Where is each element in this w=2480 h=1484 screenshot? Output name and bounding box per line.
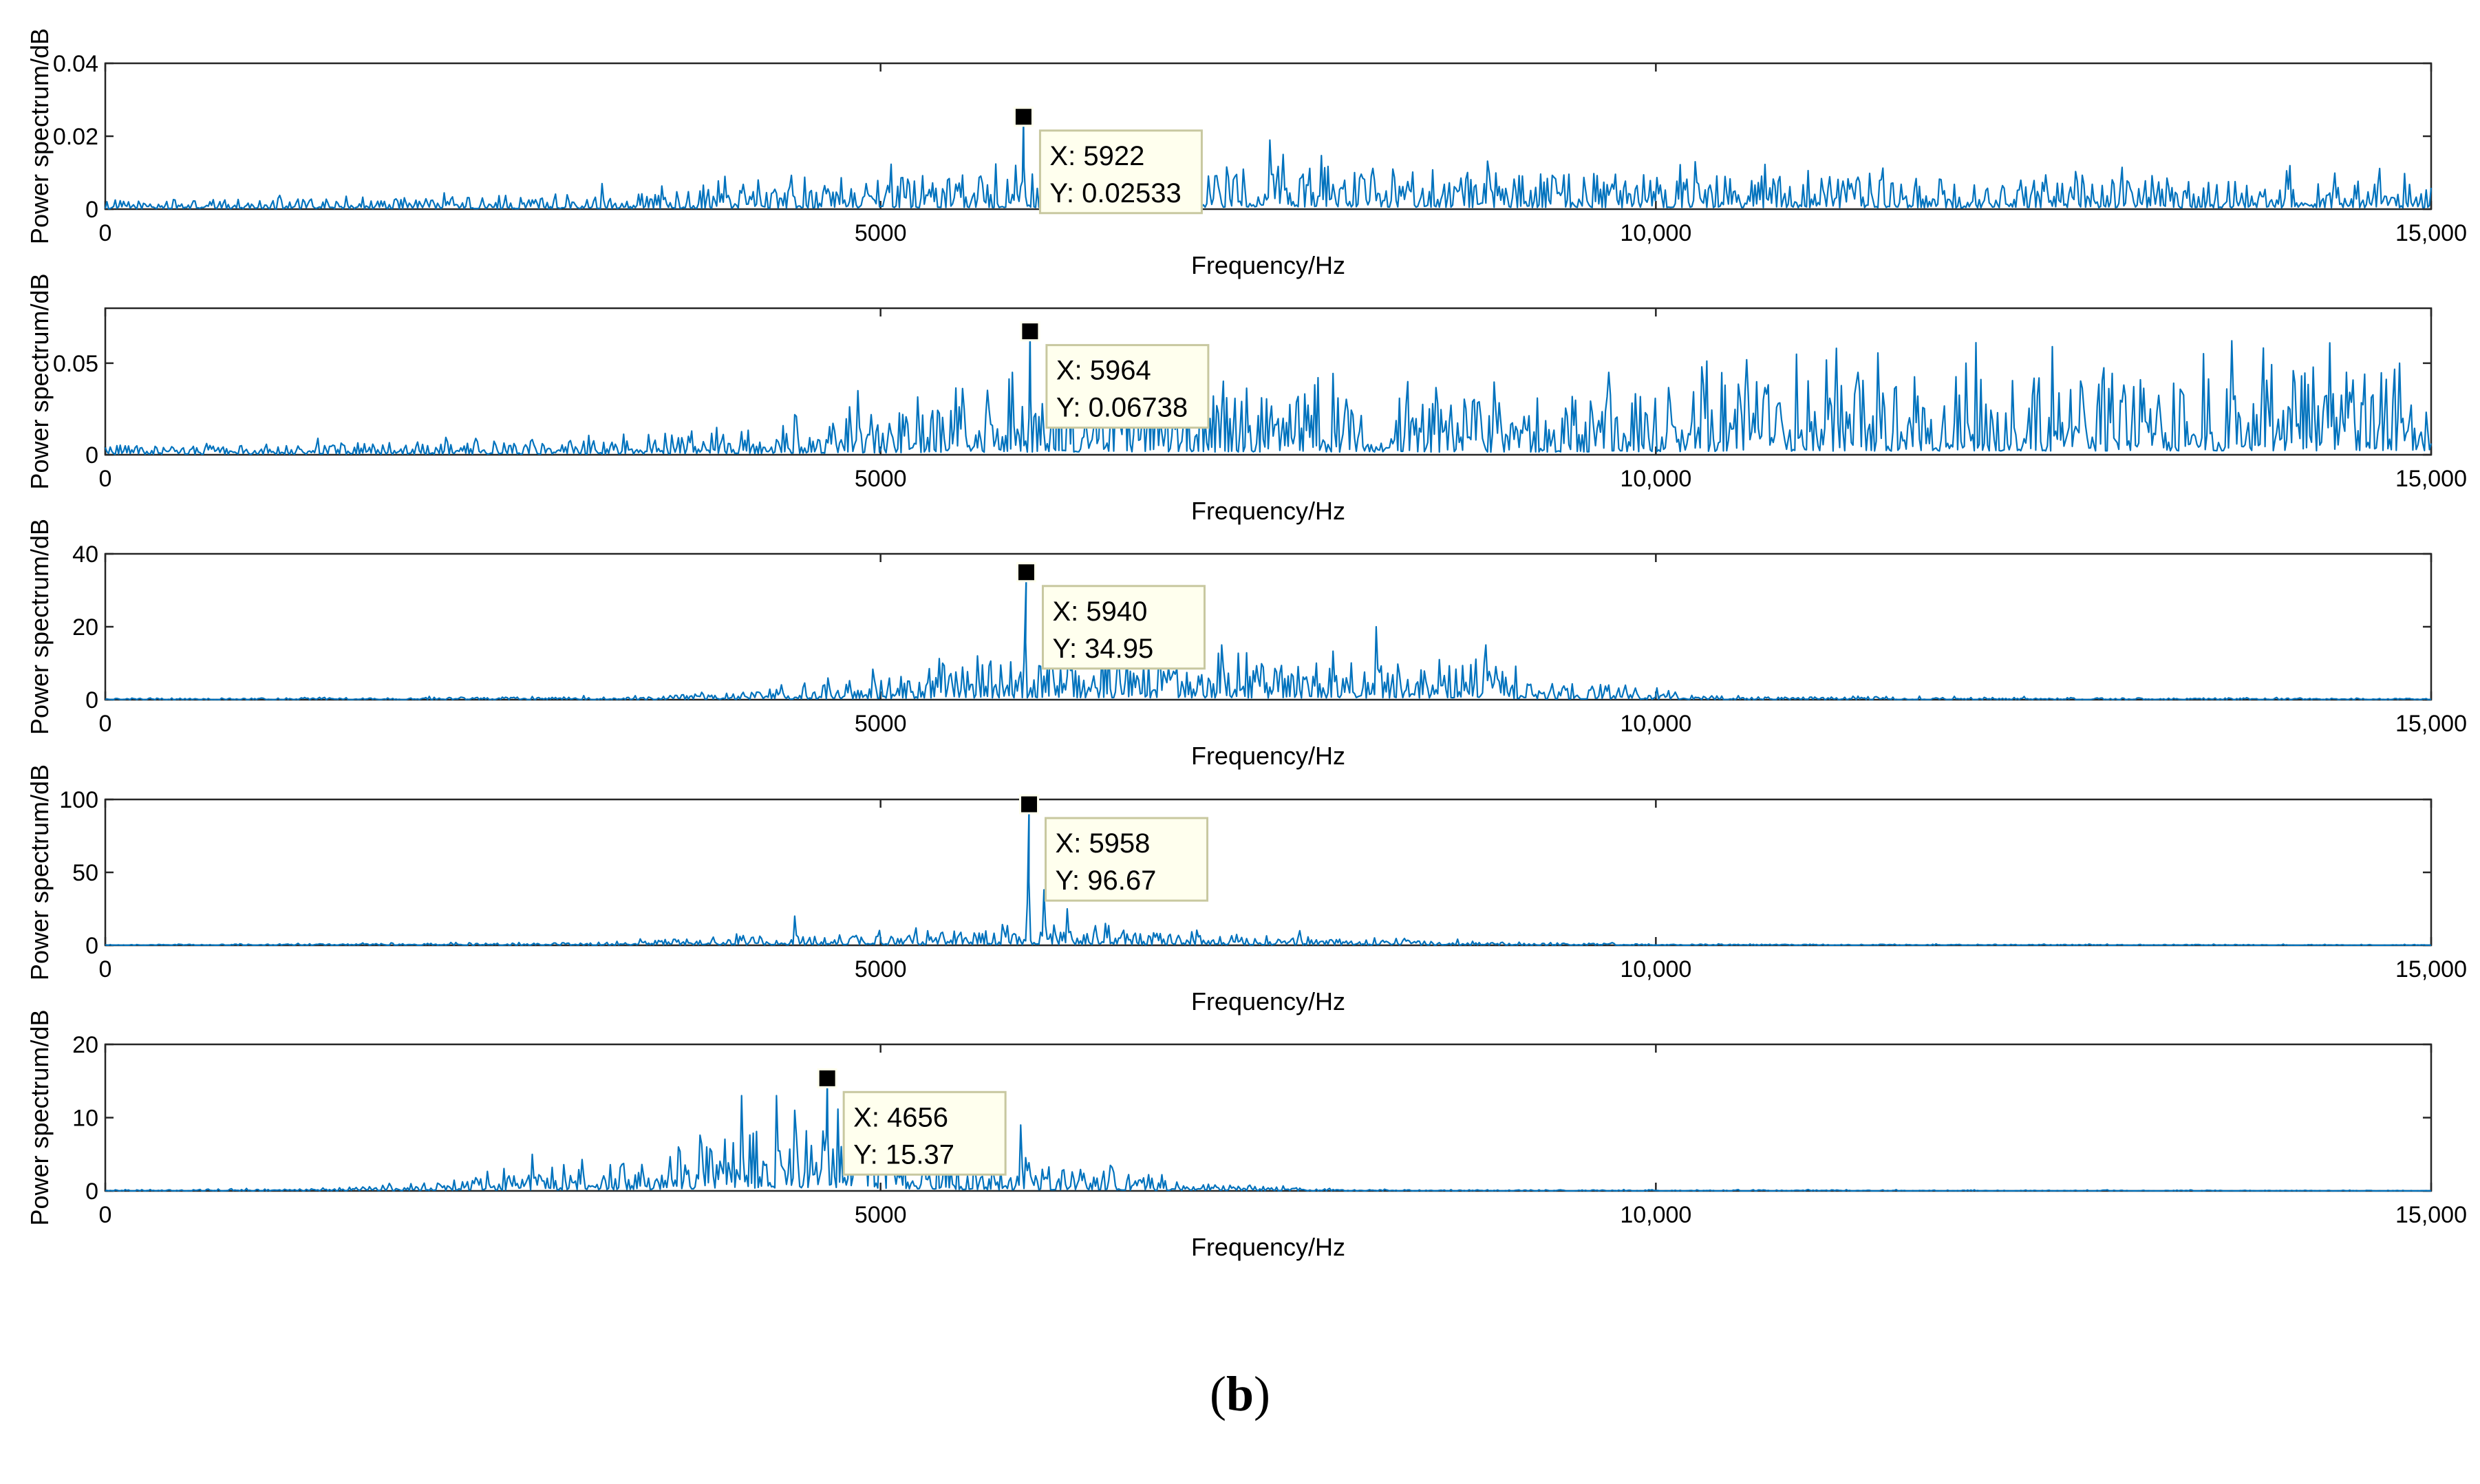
datatip-x: X: 5964 bbox=[1056, 356, 1151, 386]
spectrum-line bbox=[104, 330, 2433, 455]
datatip-box bbox=[1038, 129, 1203, 215]
x-tick-label: 10,000 bbox=[1620, 1202, 1691, 1228]
x-axis-label: Frequency/Hz bbox=[1191, 251, 1345, 279]
y-axis-label: Power spectrum/dB bbox=[25, 764, 54, 980]
y-tick-label: 40 bbox=[72, 541, 98, 568]
x-axis-label: Frequency/Hz bbox=[1191, 742, 1345, 770]
spectrum-panel-1: 0 5000 10,000 15,000 0 0.02 0.04 Frequency/Hz Po… bbox=[25, 28, 2467, 279]
datatip-box bbox=[1041, 585, 1206, 670]
x-tick-label: 10,000 bbox=[1620, 956, 1691, 982]
axes-box bbox=[104, 552, 2433, 701]
x-tick-label: 15,000 bbox=[2395, 1202, 2467, 1228]
spectrum-line bbox=[105, 571, 2432, 700]
x-tick-label: 5000 bbox=[855, 466, 907, 492]
peak-marker[interactable] bbox=[1013, 107, 1034, 127]
x-tick-label: 0 bbox=[99, 956, 112, 982]
figure-caption: (b) bbox=[1209, 1366, 1270, 1421]
datatip-box bbox=[842, 1090, 1007, 1176]
x-tick-label: 5000 bbox=[855, 711, 907, 737]
datatip-x: X: 5922 bbox=[1049, 141, 1144, 171]
y-tick-label: 0 bbox=[85, 687, 98, 713]
spectrum-panel-2: 0 5000 10,000 15,000 0 0.05 Frequency/Hz Power … bbox=[25, 273, 2467, 525]
x-tick-label: 15,000 bbox=[2395, 711, 2467, 737]
y-axis-label: Power spectrum/dB bbox=[25, 28, 54, 244]
y-tick-label: 0.05 bbox=[53, 351, 98, 377]
datatip-y: Y: 0.06738 bbox=[1056, 393, 1188, 423]
x-tick-label: 5000 bbox=[855, 1202, 907, 1228]
y-tick-label: 0 bbox=[85, 442, 98, 469]
datatip-y: Y: 0.02533 bbox=[1049, 178, 1181, 208]
datatip-y: Y: 96.67 bbox=[1056, 865, 1157, 896]
y-tick-label: 0.02 bbox=[53, 124, 98, 150]
x-tick-label: 5000 bbox=[855, 956, 907, 982]
x-tick-label: 0 bbox=[99, 1202, 112, 1228]
spectrum-panel-5: 0 5000 10,000 15,000 0 10 20 Frequency/Hz Power … bbox=[25, 1009, 2467, 1261]
x-tick-label: 0 bbox=[99, 711, 112, 737]
axes-box bbox=[104, 798, 2433, 947]
x-tick-label: 0 bbox=[99, 466, 112, 492]
y-tick-label: 50 bbox=[72, 860, 98, 886]
datatip[interactable]: X: 5922 Y: 0.02533 bbox=[1038, 129, 1203, 215]
axes-box bbox=[104, 1043, 2433, 1192]
y-axis-label: Power spectrum/dB bbox=[25, 273, 54, 489]
x-tick-label: 15,000 bbox=[2395, 956, 2467, 982]
x-tick-label: 15,000 bbox=[2395, 466, 2467, 492]
caption-letter: b bbox=[1226, 1366, 1254, 1421]
y-tick-label: 10 bbox=[72, 1106, 98, 1132]
datatip-x: X: 5940 bbox=[1052, 596, 1147, 627]
datatip[interactable]: X: 5964 Y: 0.06738 bbox=[1045, 344, 1210, 429]
spectrum-panel-3: 0 5000 10,000 15,000 0 20 40 Frequency/Hz Power … bbox=[25, 519, 2467, 770]
y-tick-label: 0 bbox=[85, 1179, 98, 1205]
datatip-x: X: 5958 bbox=[1056, 828, 1151, 859]
y-tick-label: 0 bbox=[85, 197, 98, 223]
y-tick-label: 20 bbox=[72, 614, 98, 641]
datatip-y: Y: 15.37 bbox=[853, 1139, 954, 1170]
peak-marker[interactable] bbox=[1020, 321, 1040, 342]
x-tick-label: 15,000 bbox=[2395, 220, 2467, 246]
datatip-box bbox=[1045, 817, 1209, 902]
y-tick-label: 0 bbox=[85, 933, 98, 959]
datatip[interactable]: X: 5958 Y: 96.67 bbox=[1045, 817, 1209, 902]
y-tick-label: 0.04 bbox=[53, 51, 98, 77]
x-tick-label: 5000 bbox=[855, 220, 907, 246]
x-axis-label: Frequency/Hz bbox=[1191, 987, 1345, 1015]
x-tick-label: 10,000 bbox=[1620, 220, 1691, 246]
x-tick-label: 10,000 bbox=[1620, 711, 1691, 737]
y-axis-label: Power spectrum/dB bbox=[25, 519, 54, 735]
spectrum-line bbox=[105, 1077, 2432, 1192]
y-tick-label: 100 bbox=[59, 787, 98, 813]
datatip-x: X: 4656 bbox=[853, 1102, 948, 1132]
x-tick-label: 10,000 bbox=[1620, 466, 1691, 492]
y-axis-label: Power spectrum/dB bbox=[25, 1009, 54, 1225]
spectrum-line bbox=[104, 116, 2433, 210]
peak-marker[interactable] bbox=[1019, 794, 1040, 815]
datatip-box bbox=[1045, 344, 1210, 429]
x-tick-label: 0 bbox=[99, 220, 112, 246]
datatip[interactable]: X: 5940 Y: 34.95 bbox=[1041, 585, 1206, 670]
datatip-y: Y: 34.95 bbox=[1052, 634, 1153, 664]
x-axis-label: Frequency/Hz bbox=[1191, 1233, 1345, 1261]
x-axis-label: Frequency/Hz bbox=[1191, 497, 1345, 525]
y-tick-label: 20 bbox=[72, 1032, 98, 1058]
datatip[interactable]: X: 4656 Y: 15.37 bbox=[842, 1090, 1007, 1176]
spectrum-panel-4: 0 5000 10,000 15,000 0 50 100 Frequency/Hz Power… bbox=[25, 764, 2467, 1015]
spectrum-line bbox=[105, 804, 2431, 946]
peak-marker[interactable] bbox=[817, 1068, 837, 1088]
peak-marker[interactable] bbox=[1016, 562, 1036, 583]
